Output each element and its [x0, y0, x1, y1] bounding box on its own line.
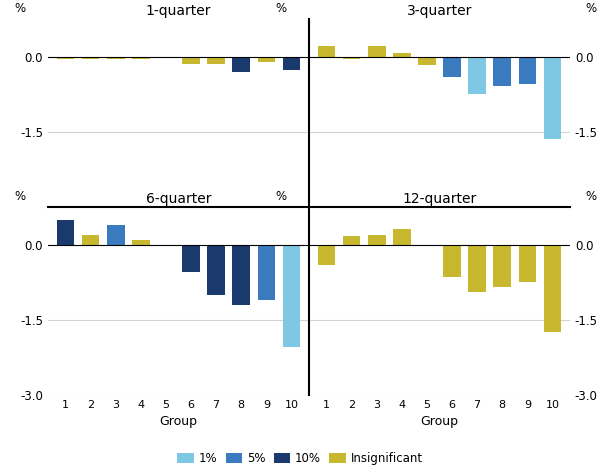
- Bar: [257, 245, 275, 300]
- Bar: [443, 245, 461, 277]
- Bar: [469, 57, 486, 94]
- Bar: [393, 228, 410, 245]
- Title: 3-quarter: 3-quarter: [407, 4, 472, 18]
- Title: 12-quarter: 12-quarter: [403, 192, 476, 206]
- Text: %: %: [585, 2, 596, 15]
- Bar: [343, 57, 361, 59]
- Bar: [469, 245, 486, 292]
- Bar: [208, 245, 225, 295]
- Bar: [257, 57, 275, 62]
- Bar: [132, 239, 149, 245]
- Bar: [393, 53, 410, 57]
- Title: 1-quarter: 1-quarter: [146, 4, 211, 18]
- Bar: [82, 57, 100, 59]
- Bar: [57, 57, 74, 59]
- Bar: [57, 219, 74, 245]
- Bar: [283, 57, 300, 70]
- Bar: [208, 57, 225, 64]
- Bar: [132, 57, 149, 59]
- Text: %: %: [275, 190, 286, 203]
- Text: %: %: [585, 190, 596, 203]
- Legend: 1%, 5%, 10%, Insignificant: 1%, 5%, 10%, Insignificant: [173, 447, 427, 470]
- Bar: [283, 245, 300, 347]
- Bar: [343, 236, 361, 245]
- Bar: [232, 245, 250, 305]
- Bar: [107, 57, 125, 59]
- Bar: [518, 245, 536, 282]
- Bar: [544, 245, 561, 332]
- X-axis label: Group: Group: [160, 416, 197, 428]
- Text: %: %: [14, 190, 25, 203]
- Bar: [368, 235, 386, 245]
- Bar: [232, 57, 250, 72]
- Bar: [182, 57, 200, 64]
- Bar: [368, 46, 386, 57]
- Bar: [418, 57, 436, 65]
- Bar: [493, 57, 511, 86]
- Bar: [82, 235, 100, 245]
- X-axis label: Group: Group: [421, 416, 458, 428]
- Title: 6-quarter: 6-quarter: [146, 192, 211, 206]
- Bar: [318, 46, 335, 57]
- Bar: [518, 57, 536, 84]
- Bar: [318, 245, 335, 265]
- Bar: [107, 225, 125, 245]
- Bar: [493, 245, 511, 288]
- Bar: [544, 57, 561, 139]
- Bar: [443, 57, 461, 77]
- Bar: [182, 245, 200, 272]
- Text: %: %: [275, 2, 286, 15]
- Text: %: %: [14, 2, 25, 15]
